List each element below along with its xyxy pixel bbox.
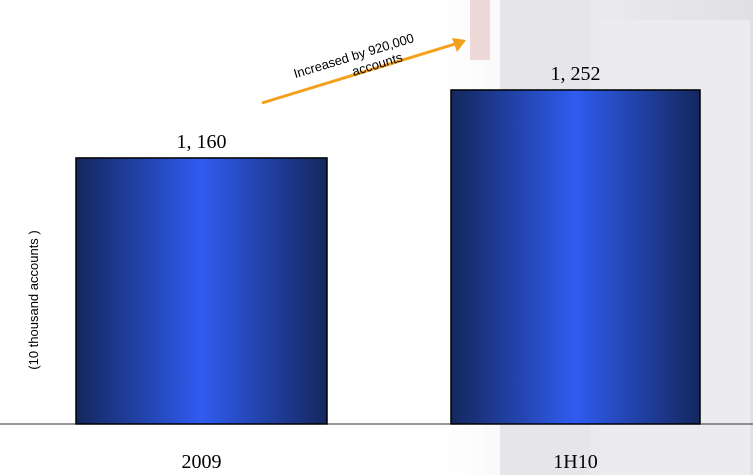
x-tick-label: 1H10 <box>553 451 597 473</box>
value-label: 1, 160 <box>177 131 227 153</box>
bar <box>75 157 328 425</box>
y-axis-label: (10 thousand accounts ) <box>26 230 41 369</box>
arrow <box>261 42 456 105</box>
arrow-head <box>452 38 466 52</box>
bar <box>450 89 701 425</box>
x-tick-label: 2009 <box>182 451 222 473</box>
value-label: 1, 252 <box>551 63 601 85</box>
